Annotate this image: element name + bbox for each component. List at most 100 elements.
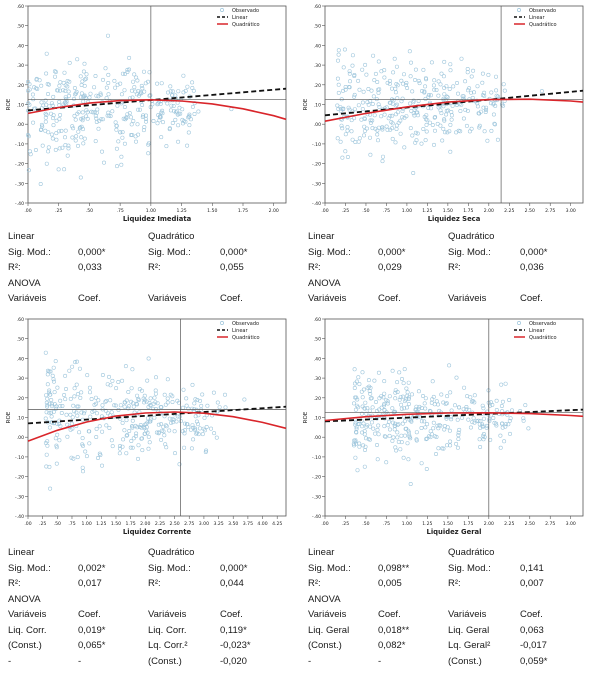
observed-point <box>51 365 56 370</box>
observed-point <box>120 135 125 140</box>
observed-point <box>47 410 52 415</box>
observed-point <box>49 402 54 407</box>
observed-point <box>468 425 473 430</box>
observed-point <box>370 118 375 123</box>
observed-point <box>458 109 463 114</box>
observed-point <box>366 378 371 383</box>
observed-point <box>96 126 101 131</box>
observed-point <box>128 445 133 450</box>
observed-point <box>400 115 405 120</box>
y-tick-label: -.30 <box>312 494 321 500</box>
observed-point <box>79 135 84 140</box>
x-tick-label: 2.25 <box>504 521 514 527</box>
observed-point <box>92 85 97 90</box>
observed-point <box>456 91 461 96</box>
observed-point <box>73 138 78 143</box>
observed-point <box>477 437 482 442</box>
observed-point <box>135 78 140 83</box>
observed-point <box>46 149 51 154</box>
observed-point <box>112 403 117 408</box>
observed-point <box>502 88 507 93</box>
x-tick-label: .50 <box>362 208 369 214</box>
observed-point <box>162 392 167 397</box>
x-tick-label: .25 <box>39 521 46 527</box>
y-tick-label: .50 <box>314 24 321 30</box>
stats-coef-cell: -0,017 <box>520 640 547 651</box>
observed-point <box>403 433 408 438</box>
observed-point <box>45 404 50 409</box>
observed-point <box>153 391 158 396</box>
observed-point <box>71 456 76 461</box>
observed-point <box>44 393 49 398</box>
observed-point <box>115 164 120 169</box>
observed-point <box>133 434 138 439</box>
observed-point <box>116 139 121 144</box>
observed-point <box>195 398 200 403</box>
observed-point <box>364 126 369 131</box>
observed-point <box>138 90 143 95</box>
y-tick-label: .30 <box>314 63 321 69</box>
x-tick-label: 2.75 <box>184 521 194 527</box>
observed-point <box>417 81 422 86</box>
observed-point <box>390 368 395 373</box>
stats-anova-label: ANOVA <box>8 593 41 605</box>
observed-point <box>178 419 183 424</box>
x-tick-label: 1.50 <box>207 208 217 214</box>
observed-point <box>82 93 87 98</box>
observed-point <box>432 142 437 147</box>
observed-point <box>364 411 369 416</box>
observed-point <box>74 382 79 387</box>
x-tick-label: .25 <box>342 521 349 527</box>
observed-point <box>410 133 415 138</box>
observed-point <box>31 97 36 102</box>
observed-point <box>399 440 404 445</box>
observed-points <box>335 47 544 176</box>
observed-point <box>423 138 428 143</box>
stats-linear-title: Linear <box>308 547 335 558</box>
observed-point <box>364 424 369 429</box>
observed-point <box>352 381 357 386</box>
observed-point <box>140 115 145 120</box>
observed-point <box>380 159 385 164</box>
observed-point <box>125 67 130 72</box>
observed-point <box>376 125 381 130</box>
observed-point <box>376 138 381 143</box>
stats-cell: 0,005 <box>378 578 402 589</box>
observed-point <box>31 120 36 125</box>
observed-point <box>460 415 465 420</box>
y-tick-label: -.30 <box>15 181 24 187</box>
observed-point <box>377 87 382 92</box>
observed-point <box>196 109 201 114</box>
observed-point <box>144 119 149 124</box>
observed-point <box>433 128 438 133</box>
stats-table: Linear Quadrático Sig. Mod.: 0,098** Sig. Mo… <box>308 545 588 673</box>
stats-cell: 0,000* <box>378 246 406 258</box>
observed-point <box>424 436 429 441</box>
observed-point <box>345 155 350 160</box>
observed-point <box>167 126 172 131</box>
observed-point <box>53 70 58 75</box>
legend-label-observed: Observado <box>232 321 259 327</box>
observed-point <box>413 130 418 135</box>
observed-point <box>65 79 70 84</box>
observed-point <box>180 429 185 434</box>
stats-header-cell: Variáveis <box>8 293 47 304</box>
observed-point <box>159 135 164 140</box>
observed-point <box>159 81 164 86</box>
x-tick-label: 2.75 <box>545 521 555 527</box>
observed-point <box>37 78 42 83</box>
observed-point <box>122 141 127 146</box>
observed-point <box>34 86 39 91</box>
observed-point <box>363 448 368 453</box>
observed-point <box>448 149 453 154</box>
observed-point <box>67 60 72 65</box>
observed-point <box>129 133 134 138</box>
observed-point <box>336 107 341 112</box>
observed-point <box>387 433 392 438</box>
stats-header-cell: Coef. <box>378 293 401 304</box>
observed-point <box>118 446 123 451</box>
observed-point <box>39 122 44 127</box>
stats-cell: Sig. Mod.: <box>8 562 51 574</box>
observed-point <box>356 375 361 380</box>
